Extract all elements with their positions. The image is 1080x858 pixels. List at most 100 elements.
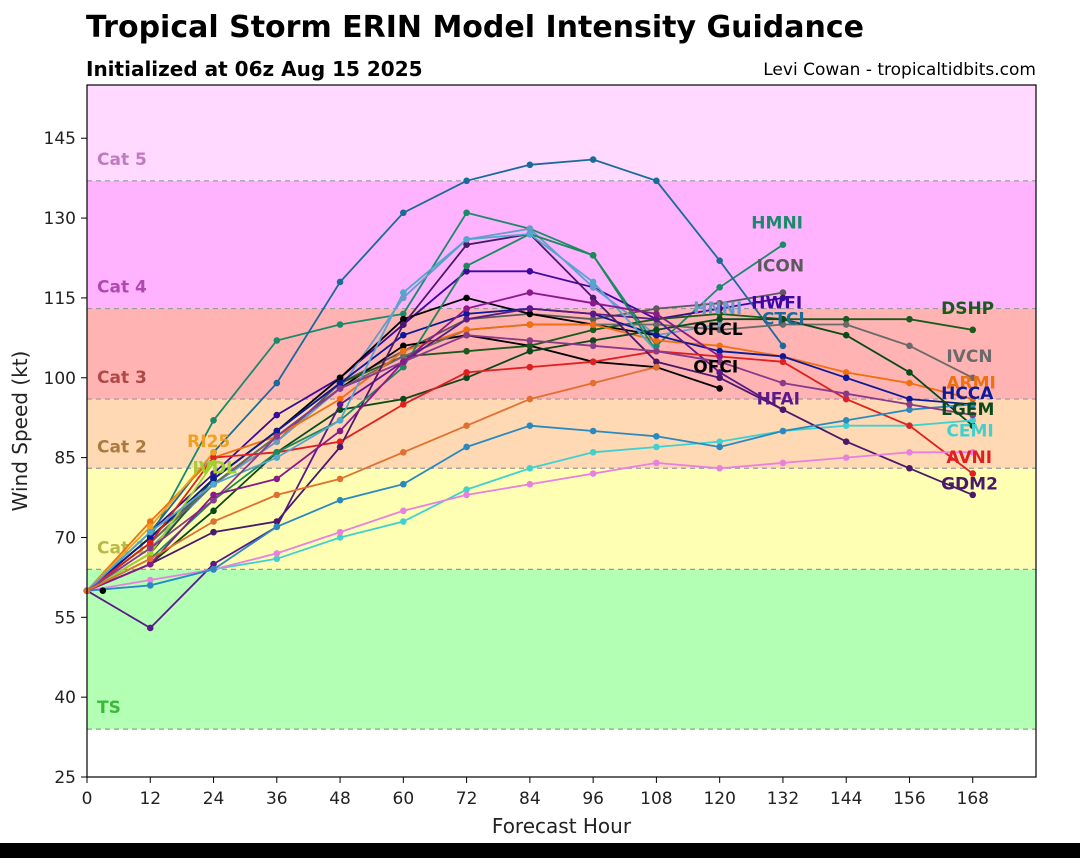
series-label-hfai: HFAI xyxy=(757,389,800,409)
point-ecm2 xyxy=(653,310,660,318)
point-hnni xyxy=(526,225,534,233)
point-ctci xyxy=(526,161,534,169)
point-ocd5 xyxy=(653,347,660,355)
point-icon xyxy=(653,305,660,312)
point-emxi xyxy=(146,528,154,536)
point-ocd5 xyxy=(842,390,850,398)
point-nvgi xyxy=(589,470,597,477)
point-ofcl xyxy=(336,374,344,382)
point-gdm2 xyxy=(906,464,913,472)
band-label-ts: TS xyxy=(97,698,121,718)
bottom-bar xyxy=(0,843,1080,858)
point-ctci xyxy=(273,379,281,387)
point-avni xyxy=(906,422,913,429)
series-line-hmni xyxy=(86,211,784,592)
point-hcca xyxy=(716,347,723,355)
point-ecm2 xyxy=(463,305,470,312)
point-ivcn xyxy=(842,321,850,328)
x-tick-label: 0 xyxy=(82,789,93,809)
point-cemi xyxy=(969,417,977,424)
point-ocd5 xyxy=(273,433,281,440)
point-dshp xyxy=(716,310,723,318)
point-uemi xyxy=(589,379,597,387)
point-nvgi xyxy=(336,528,344,536)
point-ocd5 xyxy=(146,544,154,552)
point-emxi xyxy=(336,417,344,424)
point-uemi xyxy=(210,518,217,525)
point-ivdl xyxy=(210,459,217,467)
point-avni xyxy=(842,395,850,403)
point-dshp xyxy=(463,347,470,355)
point-ocd5 xyxy=(589,342,597,350)
point-hfai xyxy=(210,560,217,568)
point-ocd5 xyxy=(969,411,977,419)
band-cat-1 xyxy=(87,468,1036,570)
point-uemi xyxy=(653,363,660,371)
point-hnni xyxy=(273,438,281,445)
point-nvgi xyxy=(779,459,787,467)
series-label-lgem: LGEM xyxy=(941,400,994,420)
point-hwfi xyxy=(716,305,723,312)
point-hmni xyxy=(400,310,407,318)
x-tick-label: 156 xyxy=(893,789,925,809)
series-line-uemi xyxy=(86,366,657,592)
series-label-ivdl: IVDL xyxy=(192,459,237,479)
point-hcca xyxy=(463,310,470,318)
series-label-ri25: RI25 xyxy=(187,432,230,452)
point-ctci xyxy=(716,257,723,264)
point-dshp xyxy=(906,315,913,323)
point-uemi xyxy=(463,422,470,429)
point-cemi xyxy=(589,448,597,456)
point-hfai xyxy=(716,369,723,376)
point-ri25 xyxy=(146,523,154,531)
point-hmni xyxy=(653,342,660,350)
point-ofcl xyxy=(400,315,407,323)
point-tvcn xyxy=(779,427,787,435)
y-tick-label: 85 xyxy=(54,449,76,469)
band-label-cat-5: Cat 5 xyxy=(97,150,147,170)
point-nvgi xyxy=(653,459,660,467)
point-hfai xyxy=(653,315,660,323)
point-nvgi xyxy=(146,576,154,584)
point-lgem xyxy=(463,374,470,382)
point-icon xyxy=(716,299,723,307)
point-ecm2 xyxy=(210,491,217,499)
point-uemi xyxy=(273,491,281,499)
point-ocd5 xyxy=(336,385,344,392)
point-hcca xyxy=(273,427,281,435)
series-label-hcca: HCCA xyxy=(941,384,994,404)
point-hcca xyxy=(779,353,787,360)
point-icon xyxy=(589,315,597,323)
series-label-hwfi: HWFI xyxy=(751,294,802,314)
point-ship xyxy=(589,252,597,259)
point-armi xyxy=(463,326,470,334)
point-cemi xyxy=(273,555,281,563)
chart-subtitle: Initialized at 06z Aug 15 2025 xyxy=(86,57,423,81)
point-emxi xyxy=(400,289,407,296)
point-lgem xyxy=(716,315,723,323)
point-avni xyxy=(210,454,217,461)
point-hmni xyxy=(273,337,281,344)
band-label-cat-3: Cat 3 xyxy=(97,368,147,388)
series-label-armi: ARMI xyxy=(946,373,996,393)
point-tvcn xyxy=(463,443,470,451)
point-tvcn xyxy=(210,566,217,573)
point-nvgi xyxy=(463,491,470,499)
point-ofcl xyxy=(463,294,470,302)
point-ship xyxy=(463,262,470,270)
series-label-hnni: HNNI xyxy=(693,299,742,319)
point-emxi xyxy=(526,230,534,238)
point-hwfi xyxy=(463,268,470,275)
point-armi xyxy=(906,379,913,387)
point-tvcn xyxy=(273,523,281,531)
x-tick-label: 144 xyxy=(830,789,862,809)
point-ecm2 xyxy=(400,358,407,366)
point-armi xyxy=(526,321,534,328)
point-hcca xyxy=(400,331,407,339)
y-tick-label: 100 xyxy=(44,369,76,389)
x-tick-label: 84 xyxy=(519,789,541,809)
point-tvcn xyxy=(589,427,597,435)
point-hfai xyxy=(589,310,597,318)
